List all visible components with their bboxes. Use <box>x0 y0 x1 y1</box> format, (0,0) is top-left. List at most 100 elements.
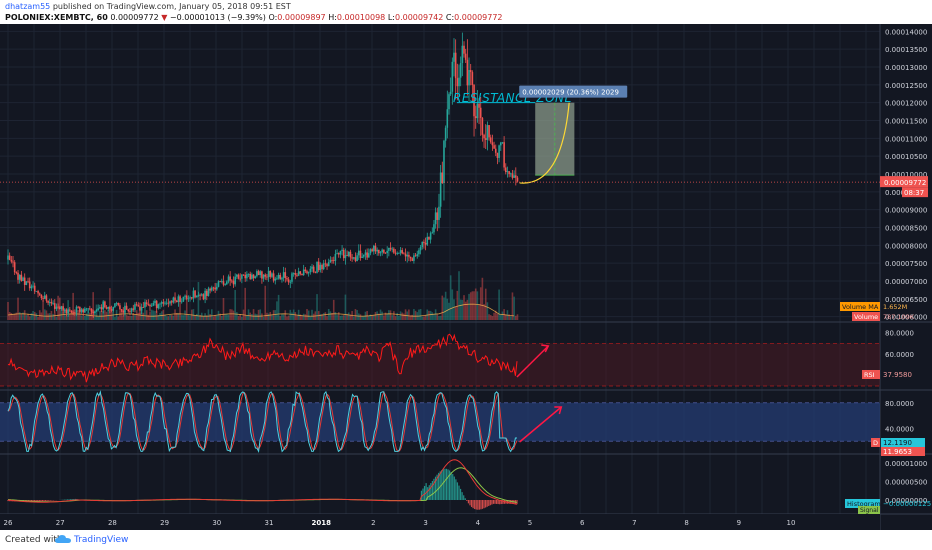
candle-body <box>297 271 300 276</box>
candle-body <box>189 297 191 299</box>
candle-body <box>217 281 220 287</box>
volume-bar <box>25 315 28 320</box>
candle-body <box>408 254 410 257</box>
volume-bar <box>381 311 383 320</box>
volume-bar <box>95 304 98 320</box>
volume-bar <box>409 315 412 320</box>
volume-bar <box>366 310 368 320</box>
chart-area[interactable]: RESISTANCE ZONE 0.00002029 (20.36%) 2029 … <box>0 24 932 530</box>
candle-body <box>70 310 73 313</box>
volume-bar <box>274 310 277 320</box>
candle-body <box>329 259 332 262</box>
author-link[interactable]: dhatzam55 <box>5 2 51 11</box>
volume-bar <box>322 313 325 320</box>
candle-body <box>469 70 472 73</box>
volume-bar <box>458 271 460 320</box>
volume-bar <box>449 275 452 320</box>
volume-bar <box>152 310 155 320</box>
volume-bar <box>296 315 298 320</box>
volume-bar <box>236 312 238 320</box>
volume-bar <box>307 310 310 320</box>
volume-bar <box>149 311 151 320</box>
candle-body <box>479 107 482 118</box>
volume-bar <box>404 309 407 320</box>
candle-body <box>154 300 156 303</box>
price-tick-label: 0.00010000 <box>885 171 927 179</box>
volume-bar <box>486 302 489 320</box>
candle-body <box>356 255 358 262</box>
candle-body <box>384 252 387 254</box>
candle-body <box>7 255 9 260</box>
candle-body <box>219 281 221 283</box>
candle-body <box>454 52 457 79</box>
volume-bar <box>272 310 275 320</box>
chart-header: dhatzam55 published on TradingView.com, … <box>0 0 932 24</box>
volume-bar <box>301 315 303 320</box>
volume-bar <box>77 310 79 320</box>
volume-bar <box>456 290 459 320</box>
volume-bar <box>204 313 206 320</box>
candle-body <box>511 173 514 178</box>
price-tick-label: 0.00007500 <box>885 260 927 268</box>
candle-body <box>105 307 108 309</box>
candle-body <box>486 125 489 140</box>
time-tick-label: 7 <box>632 519 636 527</box>
volume-bar <box>214 315 216 320</box>
candle-body <box>67 309 69 314</box>
candle-body <box>302 269 305 276</box>
volume-bar <box>23 310 26 320</box>
candle-body <box>72 312 74 314</box>
candle-body <box>58 307 61 310</box>
candle-body <box>453 52 455 62</box>
volume-bar <box>10 313 13 320</box>
candle-body <box>426 236 429 245</box>
candle-body <box>97 308 100 311</box>
candle-body <box>47 300 49 303</box>
volume-bar <box>418 309 420 320</box>
volume-bar <box>346 313 348 320</box>
volume-bar <box>386 313 388 320</box>
candle-body <box>319 264 322 271</box>
candle-body <box>436 212 439 220</box>
candle-body <box>22 277 24 281</box>
close-value: 0.00009772 <box>454 13 503 22</box>
volume-bar <box>184 310 186 320</box>
tradingview-link[interactable]: TradingView <box>74 535 129 545</box>
candle-body <box>18 274 21 280</box>
volume-bar <box>42 300 44 320</box>
stoch-arrow-head <box>554 406 563 415</box>
candle-body <box>52 303 54 304</box>
macd-tick-label: 0.00000500 <box>885 479 927 487</box>
candle-body <box>424 243 427 245</box>
candle-body <box>337 253 340 255</box>
volume-bar <box>454 306 457 320</box>
candle-body <box>456 78 459 87</box>
volume-bar <box>344 294 347 320</box>
candle-body <box>286 278 288 280</box>
last-price: 0.00009772 <box>110 13 159 22</box>
volume-bar <box>282 314 285 320</box>
price-tick-label: 0.00014000 <box>885 28 927 36</box>
volume-bar <box>244 287 246 320</box>
volume-bar <box>428 310 430 320</box>
volume-bar <box>85 313 88 320</box>
candle-body <box>95 310 98 312</box>
price-tick-label: 0.00007000 <box>885 278 927 286</box>
candle-body <box>224 284 226 286</box>
volume-bar <box>92 292 94 320</box>
candle-body <box>45 295 48 301</box>
volume-bar <box>394 316 397 320</box>
candle-body <box>354 257 357 262</box>
volume-bar <box>279 316 282 320</box>
rsi-tag <box>862 370 880 379</box>
volume-bar <box>448 302 450 320</box>
candle-body <box>484 138 487 140</box>
volume-bar <box>169 315 171 320</box>
volume-bar <box>484 288 487 320</box>
candle-body <box>125 305 128 310</box>
candle-body <box>129 311 131 313</box>
candle-body <box>109 306 111 310</box>
macd-hist-tag <box>845 499 880 508</box>
candle-body <box>140 307 143 311</box>
